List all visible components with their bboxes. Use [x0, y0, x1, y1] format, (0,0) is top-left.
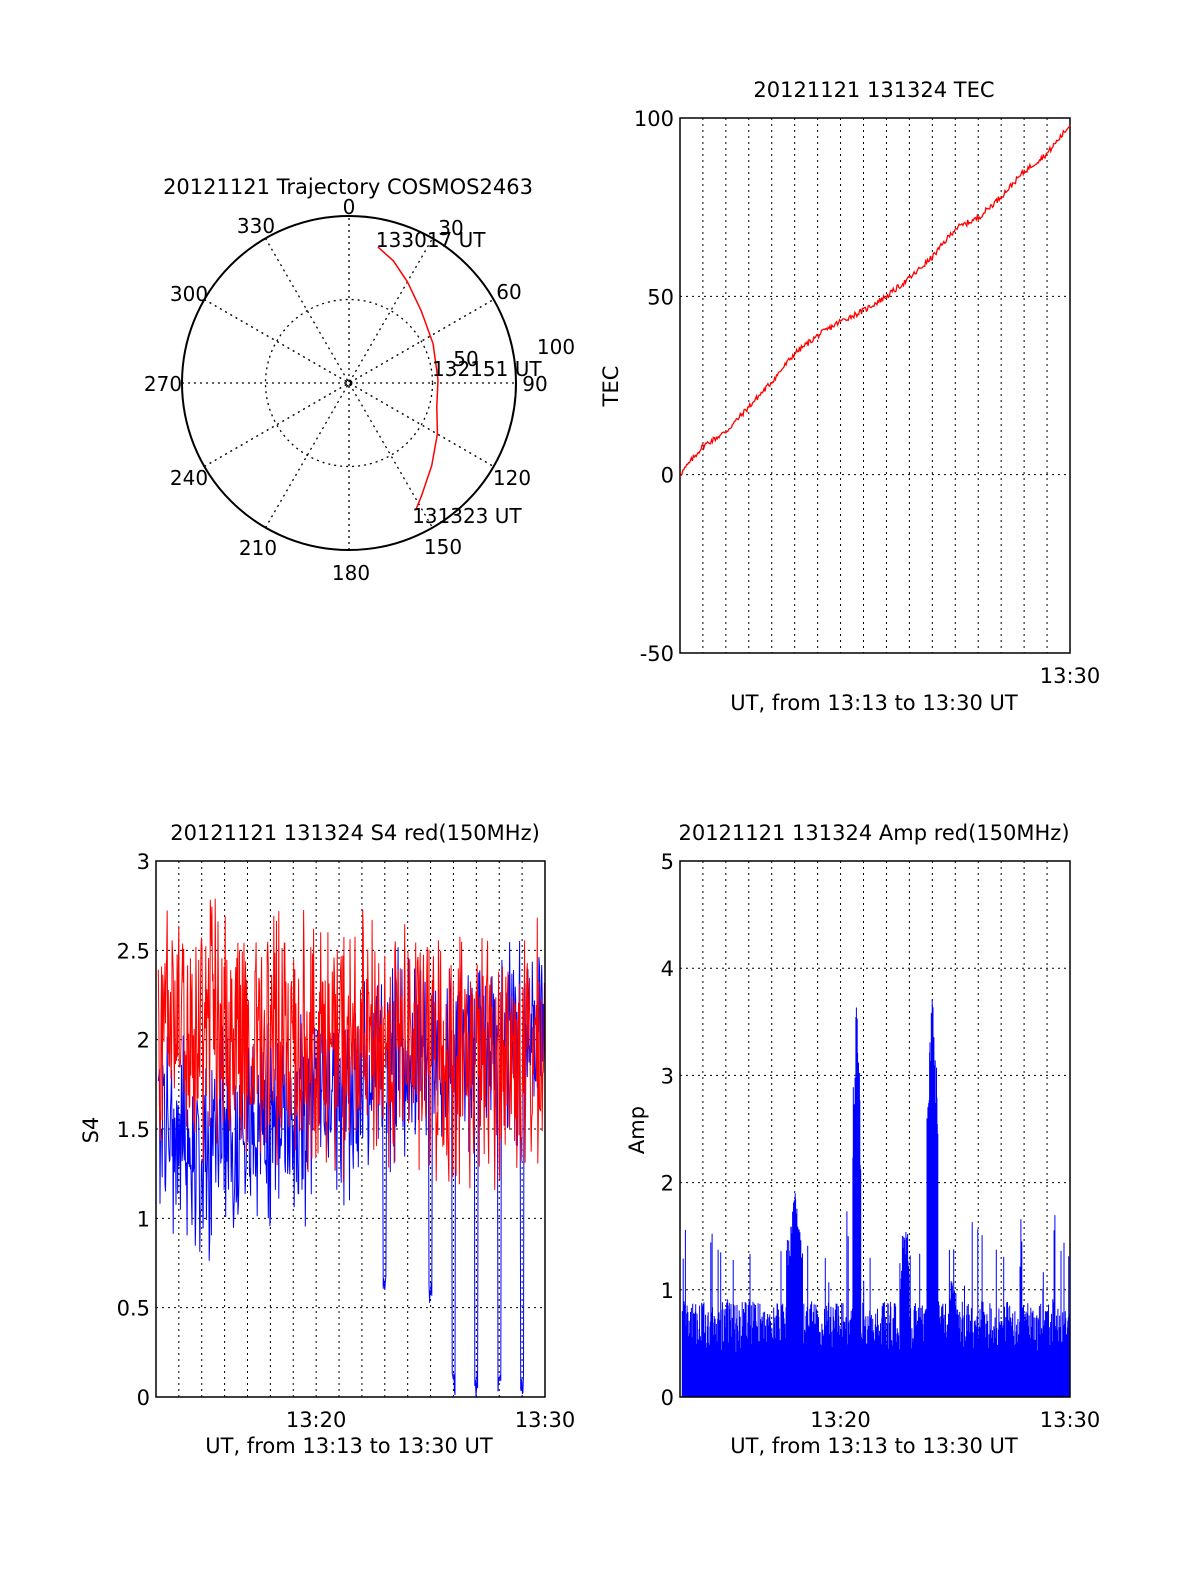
tec-plot-frame — [679, 117, 1071, 654]
tec-grid — [680, 118, 1070, 653]
amp-plot-frame — [679, 860, 1071, 1398]
s4-x-axis-label: UT, from 13:13 to 13:30 UT — [205, 1434, 493, 1458]
amp-grid — [680, 861, 1070, 1397]
s4-chart: 20121121 131324 S4 red(150MHz) 0 0.5 1 1.5 2… — [79, 821, 575, 1458]
s4-line — [157, 898, 546, 1191]
amp-y-tick-labels: 0 1 2 3 4 5 — [661, 850, 674, 1410]
s4-y-tick-label: 2 — [137, 1029, 150, 1053]
s4-y-tick-label: 3 — [137, 850, 150, 874]
trajectory-time-label: 132151 UT — [432, 357, 542, 381]
tec-y-tick-label: -50 — [640, 642, 674, 666]
s4-x-tick-label: 13:20 — [286, 1408, 347, 1432]
amp-x-axis-label: UT, from 13:13 to 13:30 UT — [730, 1434, 1018, 1458]
polar-trajectory-chart: 20121121 Trajectory COSMOS2463 0 30 60 90 12… — [144, 175, 575, 585]
azimuth-label-330: 330 — [237, 214, 275, 238]
azimuth-label-270: 270 — [144, 372, 182, 396]
tec-y-tick-label: 50 — [647, 285, 674, 309]
trajectory-time-label: 131323 UT — [412, 504, 522, 528]
s4-y-tick-label: 0 — [137, 1386, 150, 1410]
amp-y-tick-label: 3 — [661, 1064, 674, 1088]
tec-y-tick-labels: -50 0 50 100 — [634, 107, 674, 666]
azimuth-label-60: 60 — [496, 280, 521, 304]
s4-y-tick-labels: 0 0.5 1 1.5 2 2.5 3 — [117, 850, 150, 1410]
amp-y-axis-label: Amp — [625, 1106, 649, 1154]
s4-y-tick-label: 1 — [137, 1207, 150, 1231]
s4-title: 20121121 131324 S4 red(150MHz) — [170, 821, 540, 845]
azimuth-label-90: 90 — [522, 372, 547, 396]
azimuth-label-150: 150 — [424, 535, 462, 559]
azimuth-label-300: 300 — [170, 282, 208, 306]
polar-spoke-150 — [264, 238, 434, 528]
polar-grid — [182, 216, 516, 550]
amp-y-tick-label: 0 — [661, 1386, 674, 1410]
tec-series — [679, 124, 1071, 477]
azimuth-label-0: 0 — [343, 195, 356, 219]
azimuth-label-30: 30 — [438, 216, 463, 240]
radial-label-100: 100 — [537, 335, 575, 359]
amp-y-tick-label: 2 — [661, 1172, 674, 1196]
trajectory-series — [377, 246, 439, 510]
azimuth-labels: 0 30 60 90 120 150 180 210 240 270 300 330 — [144, 195, 548, 585]
amp-y-tick-label: 4 — [661, 957, 674, 981]
radial-label-50: 50 — [453, 347, 478, 371]
amp-y-tick-label: 1 — [661, 1279, 674, 1303]
azimuth-label-240: 240 — [170, 466, 208, 490]
amp-y-tick-label: 5 — [661, 850, 674, 874]
s4-plot-frame — [155, 860, 546, 1398]
amp-title: 20121121 131324 Amp red(150MHz) — [678, 821, 1069, 845]
s4-y-tick-label: 2.5 — [117, 939, 150, 963]
amp-series — [681, 1000, 1071, 1397]
polar-spoke-60 — [204, 298, 494, 468]
tec-x-axis-label: UT, from 13:13 to 13:30 UT — [730, 691, 1018, 715]
azimuth-label-180: 180 — [332, 561, 370, 585]
s4-x-tick-labels: 13:20 13:30 — [286, 1408, 575, 1432]
tec-line — [679, 124, 1071, 477]
azimuth-label-120: 120 — [493, 466, 531, 490]
amp-bars — [681, 1000, 1071, 1397]
s4-y-axis-label: S4 — [79, 1117, 103, 1144]
tec-y-tick-label: 100 — [634, 107, 674, 131]
s4-x-tick-label: 13:30 — [515, 1408, 576, 1432]
tec-y-axis-label: TEC — [599, 366, 623, 408]
tec-y-tick-label: 0 — [661, 464, 674, 488]
trajectory-line — [377, 246, 439, 510]
s4-series — [157, 898, 546, 1397]
polar-outer-ring — [181, 215, 517, 551]
amp-x-tick-label: 13:20 — [810, 1408, 871, 1432]
tec-x-tick-labels: 13:30 — [1040, 664, 1101, 688]
amp-chart: 20121121 131324 Amp red(150MHz) 0 1 2 3 4 5 1… — [625, 821, 1100, 1458]
polar-spoke-120 — [204, 298, 494, 468]
trajectory-annotations: 133017 UT 132151 UT 131323 UT — [376, 228, 542, 528]
s4-y-tick-label: 0.5 — [117, 1297, 150, 1321]
tec-title: 20121121 131324 TEC — [753, 78, 994, 102]
azimuth-label-210: 210 — [239, 536, 277, 560]
amp-x-tick-labels: 13:20 13:30 — [810, 1408, 1100, 1432]
trajectory-time-label: 133017 UT — [376, 228, 486, 252]
s4-y-tick-label: 1.5 — [117, 1118, 150, 1142]
polar-title: 20121121 Trajectory COSMOS2463 — [163, 175, 533, 199]
polar-inner-ring — [264, 298, 434, 468]
tec-x-tick-label: 13:30 — [1040, 664, 1101, 688]
amp-x-tick-label: 13:30 — [1040, 1408, 1101, 1432]
polar-spoke-30 — [264, 238, 434, 528]
